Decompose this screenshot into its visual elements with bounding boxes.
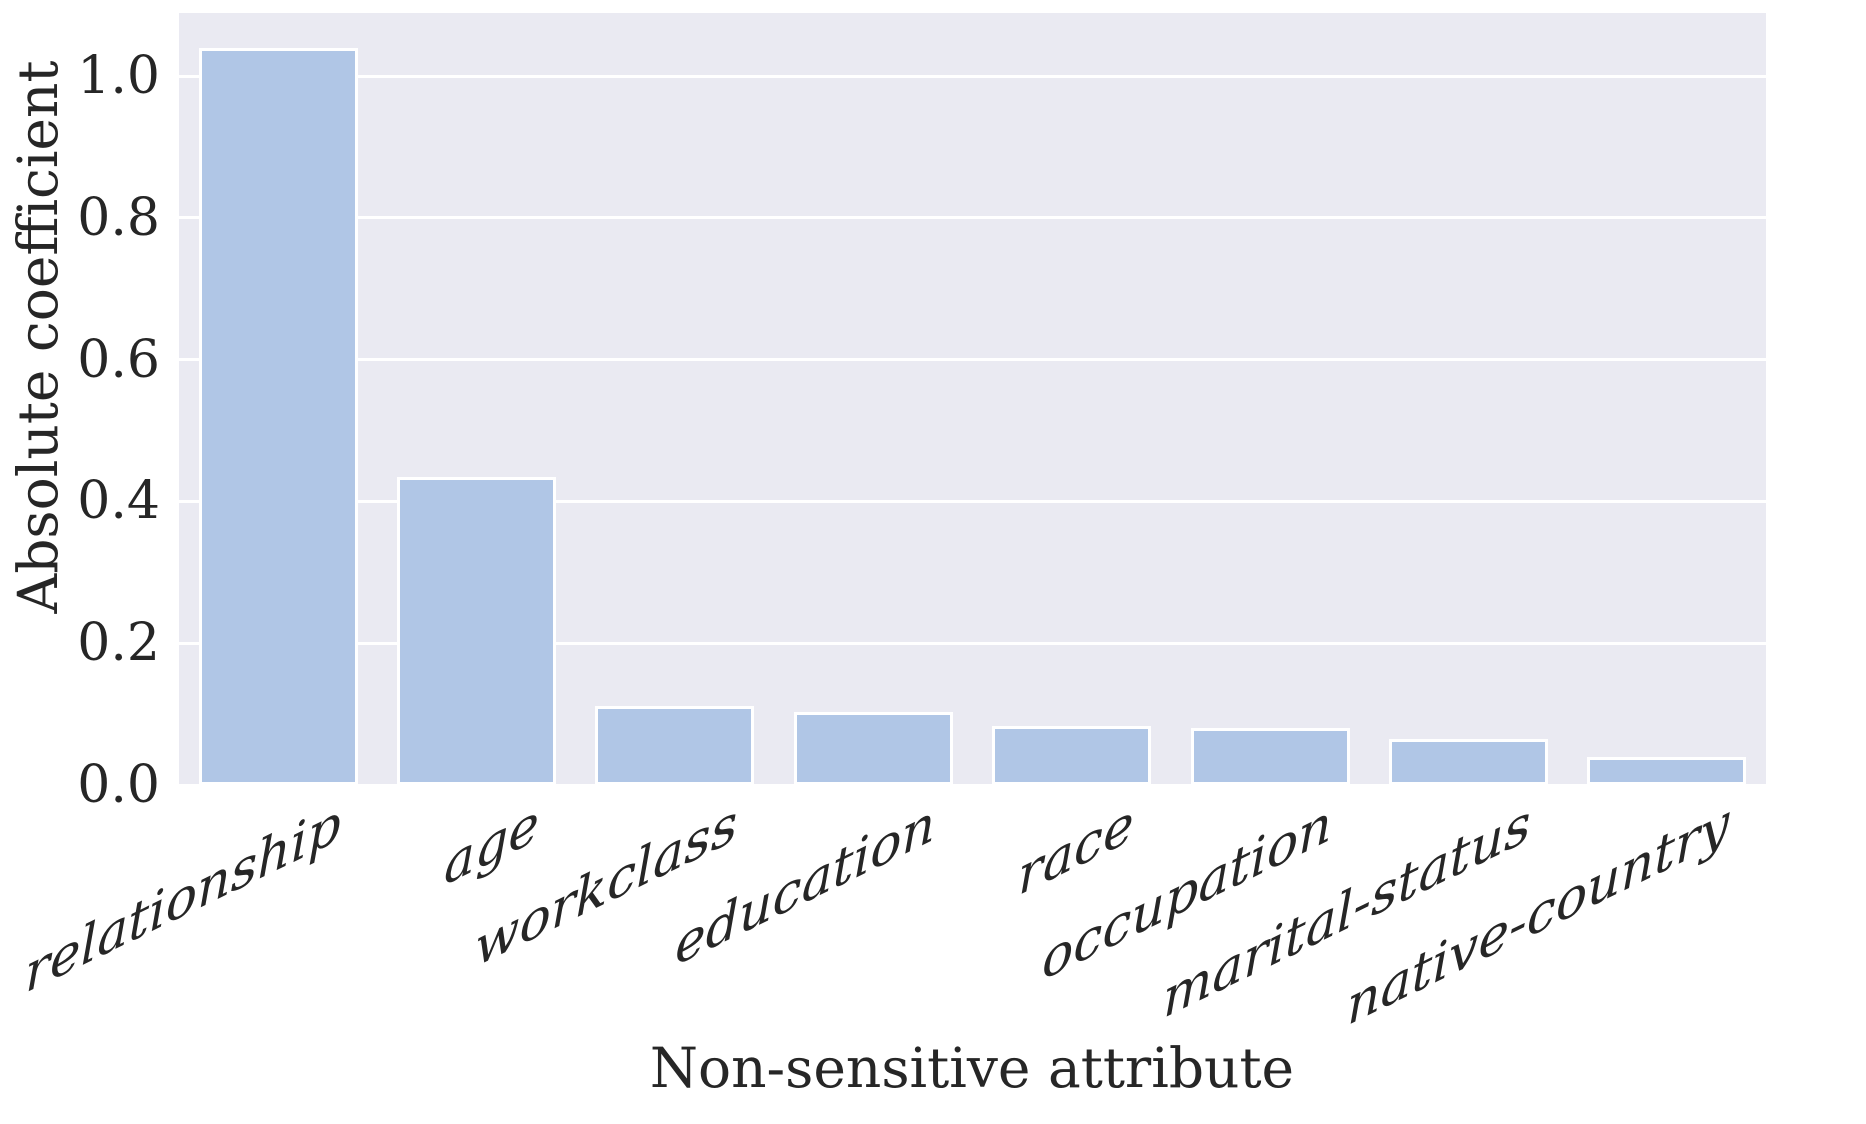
bar-native-country	[1587, 757, 1747, 785]
y-tick-label: 0.0	[77, 755, 160, 815]
gridline	[179, 358, 1766, 362]
x-tick-label-relationship: relationship	[24, 792, 341, 1006]
x-axis-label: Non-sensitive attribute	[649, 1036, 1295, 1100]
bar-occupation	[1190, 728, 1350, 785]
gridline	[179, 783, 1766, 785]
bar-marital-status	[1388, 739, 1548, 785]
x-tick-label-native-country: native-country	[1346, 792, 1729, 1039]
y-tick-label: 0.2	[77, 613, 160, 674]
gridline	[179, 216, 1766, 220]
y-tick-label: 0.6	[77, 329, 160, 390]
x-tick-label-age: age	[443, 792, 539, 899]
bar-race	[992, 726, 1152, 785]
bar-workclass	[595, 706, 755, 785]
bar-age	[397, 477, 557, 785]
bar-relationship	[198, 48, 358, 785]
y-tick-label: 0.4	[77, 471, 160, 532]
bar-education	[793, 712, 953, 785]
gridline	[179, 74, 1766, 78]
y-tick-label: 1.0	[77, 46, 160, 107]
plot-area	[179, 13, 1766, 785]
x-tick-label-race: race	[1017, 792, 1134, 909]
gridline	[179, 641, 1766, 645]
gridline	[179, 499, 1766, 503]
y-tick-label: 0.8	[77, 187, 160, 248]
